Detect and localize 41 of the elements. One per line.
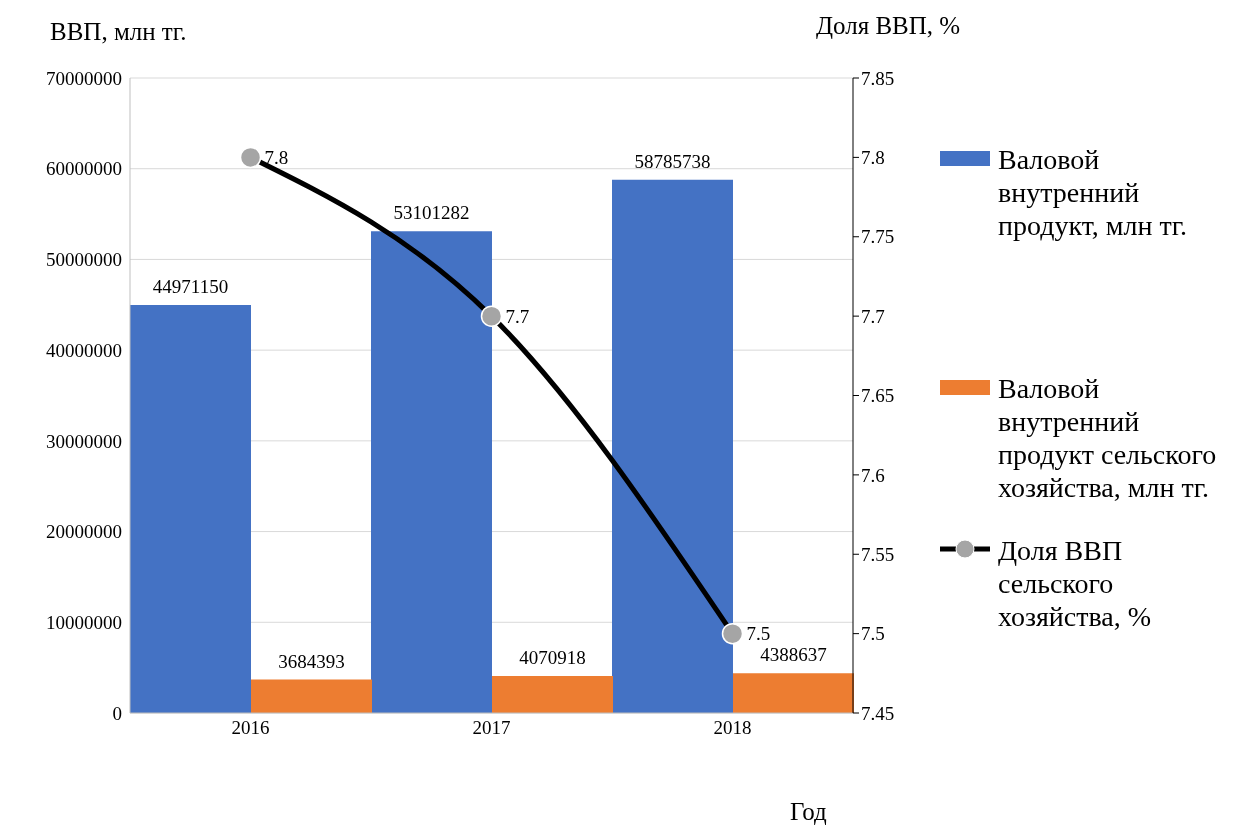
data-label: 7.8 (264, 147, 289, 169)
y-tick-label: 10000000 (46, 612, 122, 634)
y2-tick-label: 7.7 (861, 305, 885, 327)
bar (371, 231, 492, 713)
data-label: 58785738 (634, 150, 711, 172)
y2-tick-label: 7.85 (861, 67, 895, 89)
y2-axis-title: Доля ВВП, % (816, 12, 961, 40)
data-label: 7.7 (505, 305, 530, 327)
y-tick-label: 30000000 (46, 430, 122, 452)
data-label: 4388637 (760, 644, 827, 666)
bar (733, 673, 854, 713)
bar (492, 676, 613, 713)
x-axis-title: Год (790, 798, 827, 825)
y-tick-label: 60000000 (46, 158, 122, 180)
y2-tick-label: 7.75 (861, 226, 895, 248)
y-tick-label: 20000000 (46, 521, 122, 543)
y2-tick-label: 7.55 (861, 543, 895, 565)
y-tick-label: 70000000 (46, 67, 122, 89)
bar (130, 305, 251, 713)
y2-tick-label: 7.8 (861, 147, 885, 169)
legend-label: Доля ВВП сельского хозяйства, % (998, 534, 1153, 633)
data-label: 44971150 (152, 276, 229, 298)
data-label: 53101282 (393, 202, 470, 224)
y-tick-label: 40000000 (46, 339, 122, 361)
y2-tick-label: 7.45 (861, 702, 895, 724)
data-label: 3684393 (278, 650, 345, 672)
data-label: 4070918 (519, 647, 586, 669)
bar (612, 179, 733, 713)
legend-label: Валовой внутренний продукт, млн тг. (998, 143, 1189, 242)
y-tick-label: 50000000 (46, 249, 122, 271)
legend-label: Валовой внутренний продукт сельского хозяйства, млн тг. (998, 372, 1218, 504)
data-label: 7.5 (746, 623, 771, 645)
y2-tick-label: 7.5 (861, 623, 885, 645)
y2-tick-label: 7.6 (861, 464, 885, 486)
bar (251, 679, 372, 713)
y-tick-label: 0 (112, 702, 122, 724)
x-tick-label: 2018 (713, 717, 752, 739)
y-axis-title: ВВП, млн тг. (50, 18, 187, 46)
x-tick-label: 2016 (231, 717, 270, 739)
y2-tick-label: 7.65 (861, 385, 895, 407)
x-tick-label: 2017 (472, 717, 511, 739)
